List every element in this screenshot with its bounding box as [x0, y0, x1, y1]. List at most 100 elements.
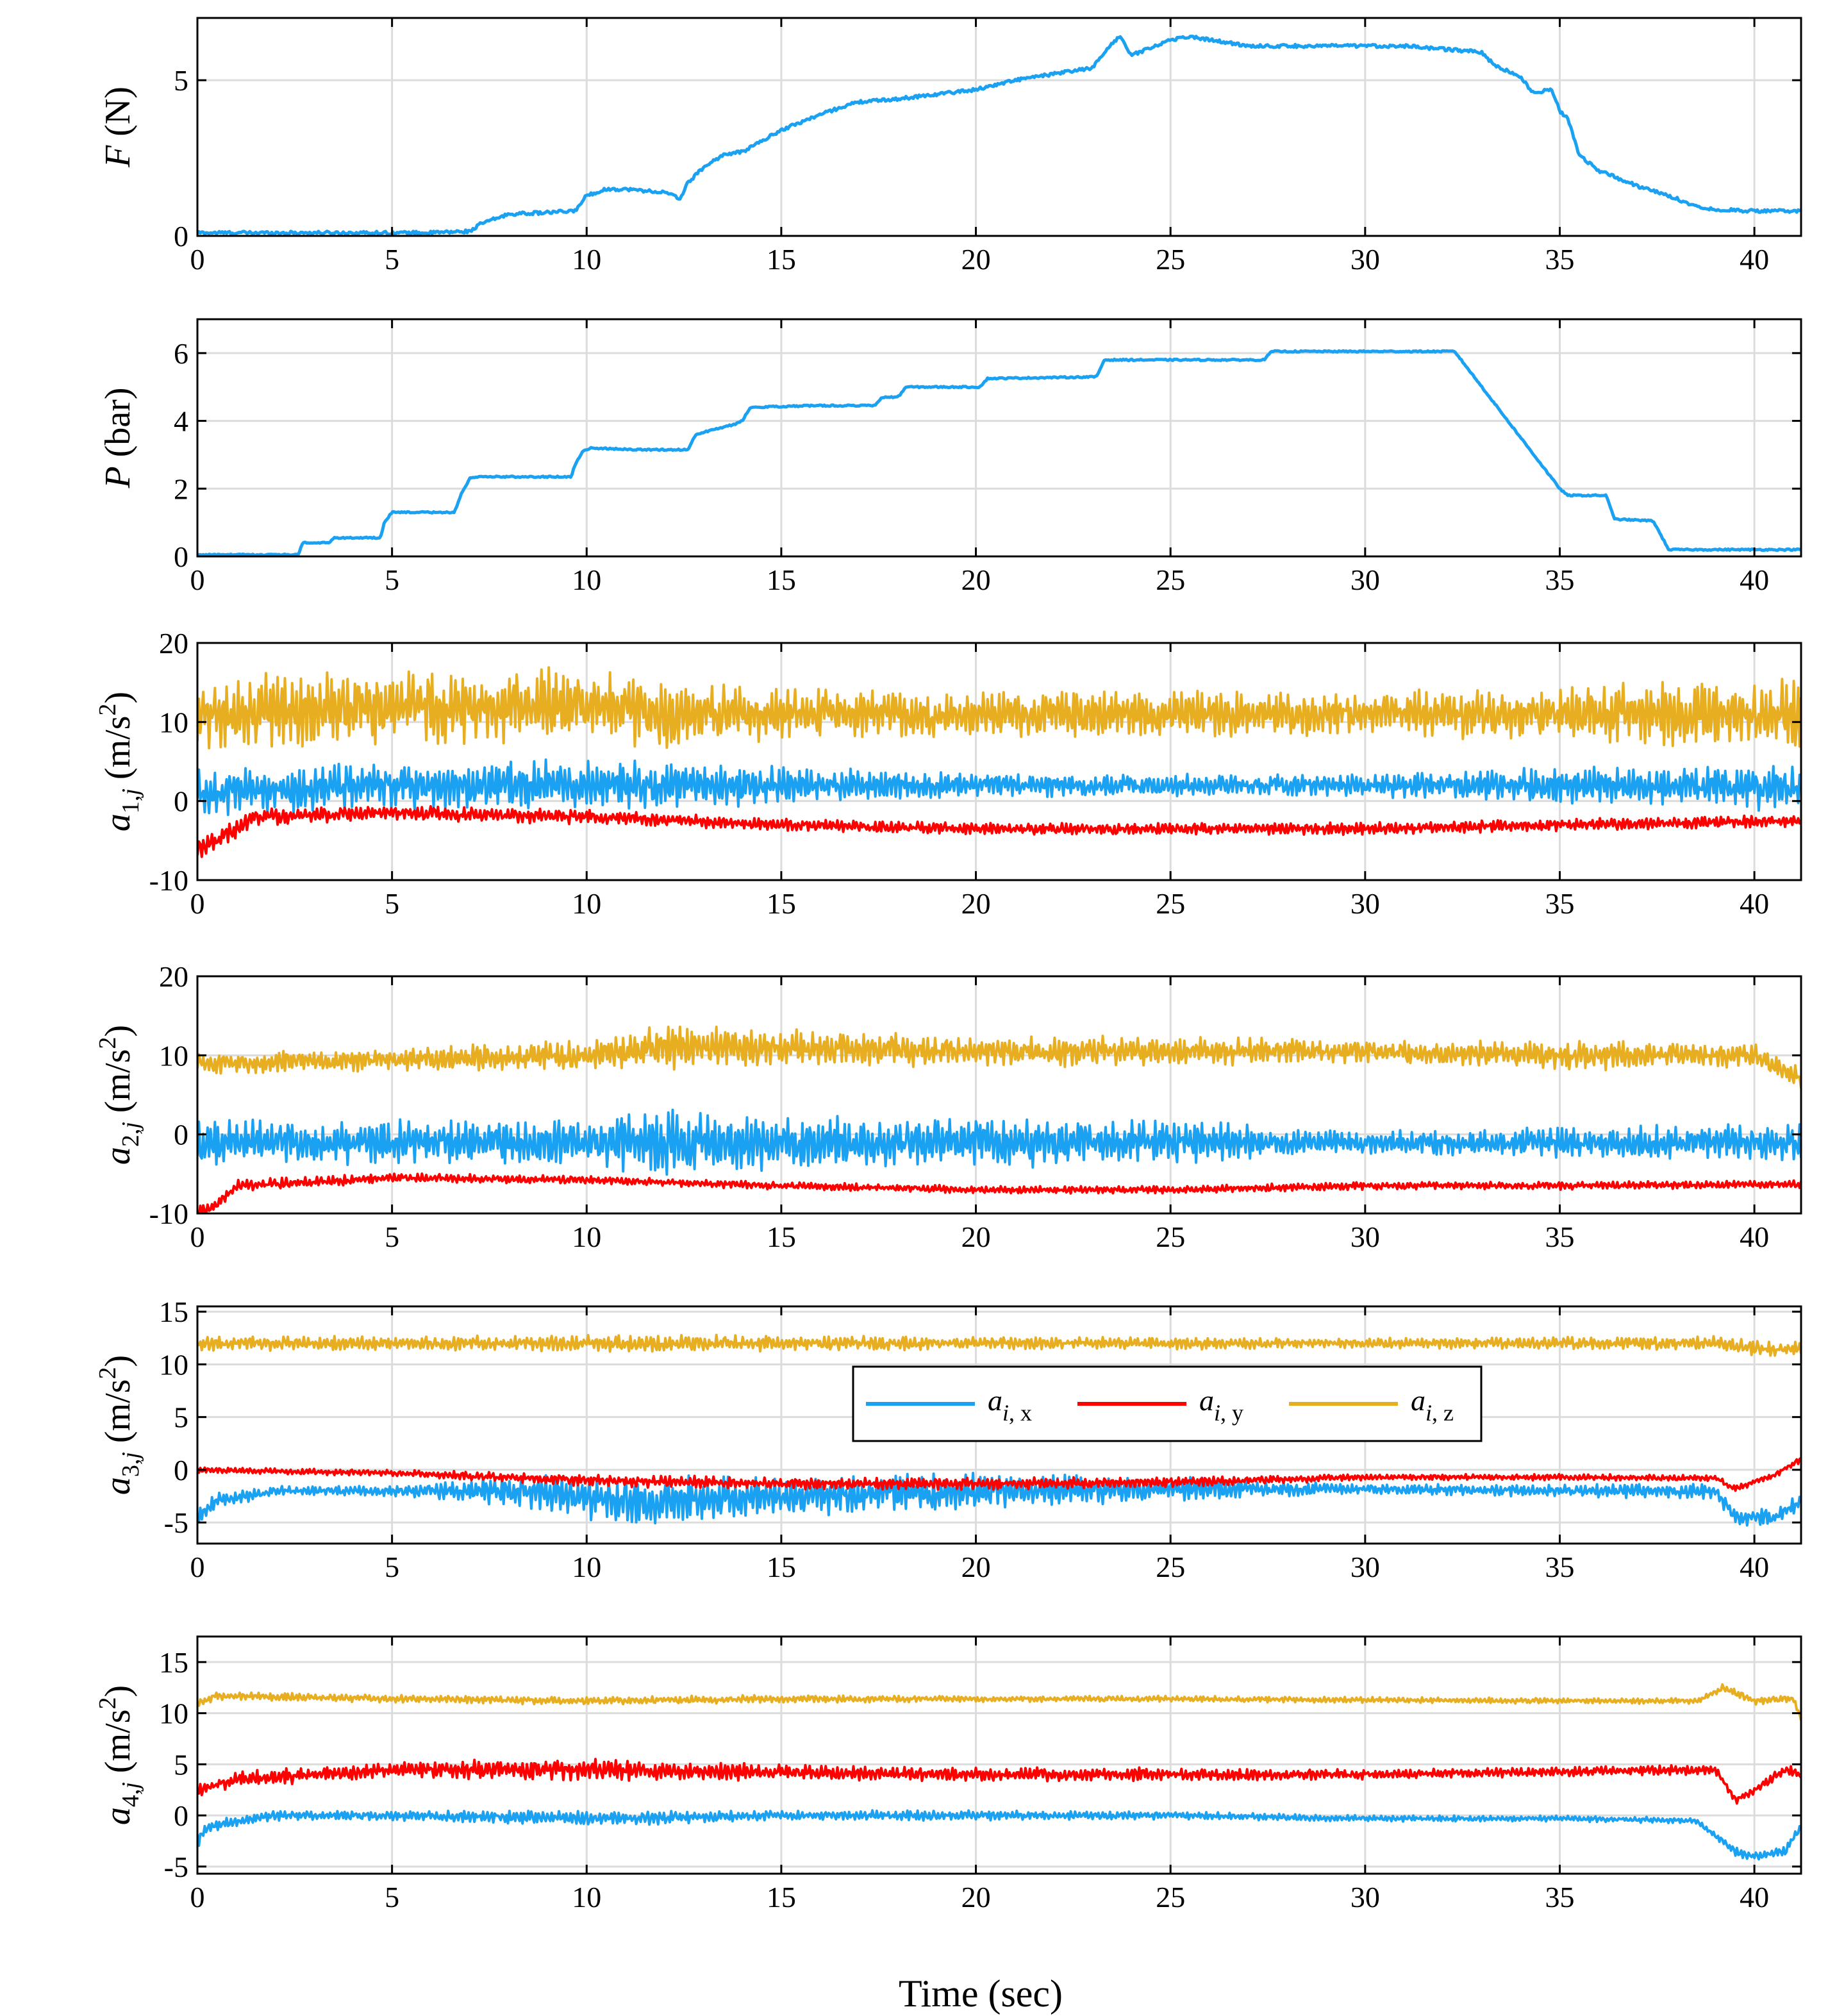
x-tick-label: 30 — [1350, 243, 1380, 276]
series-line-a-i-z — [197, 1333, 1801, 1357]
x-tick-label: 30 — [1350, 563, 1380, 596]
x-tick-label: 5 — [385, 1881, 399, 1913]
x-tick-label: 40 — [1740, 1220, 1769, 1253]
series-line-a-i-y — [197, 1457, 1801, 1492]
x-tick-label: 0 — [190, 563, 205, 596]
grid — [196, 642, 1801, 881]
series-line-a-i-z — [197, 1025, 1801, 1089]
x-tick-label: 20 — [961, 563, 991, 596]
plot-area — [197, 1025, 1801, 1213]
y-axis-title: a1,j (m/s2) — [94, 692, 144, 831]
x-tick-label: 10 — [572, 1881, 601, 1913]
y-tick-label: 10 — [159, 1697, 188, 1730]
x-tick-label: 20 — [961, 1881, 991, 1913]
x-tick-label: 40 — [1740, 1551, 1769, 1583]
series-line-a-i-z — [197, 666, 1801, 749]
y-axis-title: P (bar) — [98, 387, 138, 488]
x-tick-label: 0 — [190, 1881, 205, 1913]
x-tick-label: 15 — [767, 563, 796, 596]
y-tick-label: 15 — [159, 1295, 188, 1328]
x-tick-label: 0 — [190, 1220, 205, 1253]
y-tick-label: 0 — [174, 785, 188, 818]
x-tick-label: 15 — [767, 1881, 796, 1913]
subplot-1: 0 5 10 15 20 25 30 35 40 0 5 F (N) — [98, 17, 1802, 276]
x-tick-label: 10 — [572, 887, 601, 920]
y-tick-label: 2 — [174, 472, 188, 505]
x-tick-label: 10 — [572, 1551, 601, 1583]
y-tick-label: 0 — [174, 1799, 188, 1832]
x-tick-label: 25 — [1156, 1551, 1185, 1583]
axes-box — [196, 1305, 1802, 1545]
plot-area — [197, 1683, 1801, 1861]
legend-label: ai, x — [988, 1384, 1032, 1426]
plot-area — [197, 349, 1801, 556]
series-line-a-i-x — [197, 1108, 1801, 1176]
legend-label: ai, y — [1199, 1384, 1243, 1426]
x-tick-label: 30 — [1350, 1220, 1380, 1253]
x-tick-label: 25 — [1156, 887, 1185, 920]
x-tick-label: 20 — [961, 243, 991, 276]
x-tick-label: 15 — [767, 1220, 796, 1253]
subplot-2: 0 5 10 15 20 25 30 35 40 0 2 4 6 P (bar) — [98, 318, 1802, 596]
y-axis-title: F (N) — [98, 87, 138, 168]
x-tick-label: 10 — [572, 243, 601, 276]
grid — [196, 18, 1801, 237]
series-line-p — [197, 349, 1801, 556]
y-tick-label: 5 — [174, 64, 188, 97]
x-tick-label: 10 — [572, 1220, 601, 1253]
series-line-a-i-z — [197, 1683, 1801, 1721]
y-tick-label: 5 — [174, 1748, 188, 1781]
x-tick-label: 15 — [767, 243, 796, 276]
x-tick-label: 35 — [1545, 243, 1574, 276]
axes-box — [196, 975, 1802, 1215]
x-tick-label: 40 — [1740, 243, 1769, 276]
grid — [196, 1637, 1801, 1874]
x-tick-label: 0 — [190, 243, 205, 276]
axes-box — [196, 1635, 1802, 1875]
series-line-f — [197, 35, 1801, 236]
series-line-a-i-x — [197, 1809, 1801, 1861]
x-tick-label: 5 — [385, 563, 399, 596]
x-tick-label: 20 — [961, 1220, 991, 1253]
plot-area — [197, 35, 1801, 236]
y-tick-label: 20 — [159, 960, 188, 993]
x-tick-label: 35 — [1545, 1881, 1574, 1913]
x-tick-label: 0 — [190, 1551, 205, 1583]
axes-box — [196, 318, 1802, 558]
x-tick-label: 35 — [1545, 1220, 1574, 1253]
y-tick-label: 4 — [174, 405, 188, 438]
y-tick-label: 0 — [174, 1119, 188, 1151]
x-tick-label: 40 — [1740, 1881, 1769, 1913]
x-tick-label: 0 — [190, 887, 205, 920]
series-line-a-i-x — [197, 758, 1801, 817]
y-tick-label: -10 — [149, 1197, 188, 1230]
x-tick-label: 20 — [961, 887, 991, 920]
x-tick-label: 5 — [385, 887, 399, 920]
x-tick-label: 25 — [1156, 243, 1185, 276]
axes-box — [196, 642, 1802, 881]
y-tick-label: 0 — [174, 220, 188, 253]
x-tick-label: 35 — [1545, 1551, 1574, 1583]
y-tick-label: 20 — [159, 627, 188, 660]
x-tick-label: 40 — [1740, 887, 1769, 920]
x-tick-label: 5 — [385, 243, 399, 276]
x-tick-label: 5 — [385, 1220, 399, 1253]
x-axis-title: Time (sec) — [899, 1972, 1063, 2015]
y-tick-label: 10 — [159, 706, 188, 738]
x-tick-label: 15 — [767, 1551, 796, 1583]
x-tick-label: 35 — [1545, 563, 1574, 596]
y-tick-label: 5 — [174, 1401, 188, 1434]
x-tick-label: 5 — [385, 1551, 399, 1583]
y-tick-label: 15 — [159, 1646, 188, 1679]
series-line-a-i-y — [198, 1172, 1801, 1213]
y-axis-title: a4,j (m/s2) — [94, 1685, 144, 1825]
axes-box — [196, 17, 1802, 237]
plot-area — [197, 1333, 1801, 1527]
x-tick-label: 25 — [1156, 1220, 1185, 1253]
legend: ai, x ai, y ai, z — [852, 1365, 1483, 1442]
